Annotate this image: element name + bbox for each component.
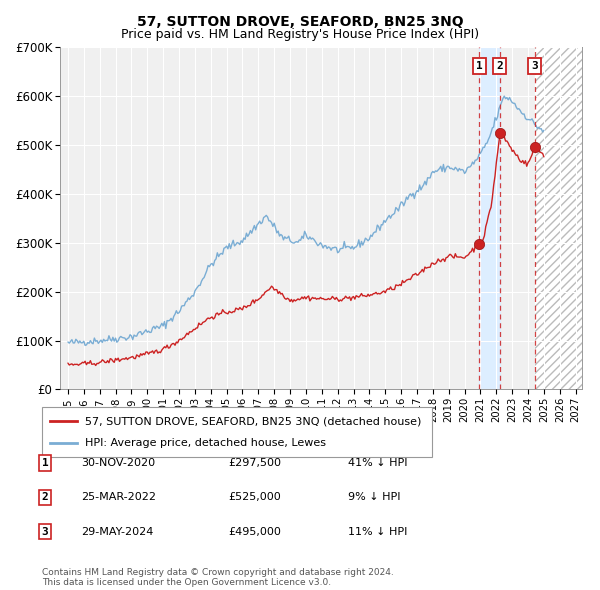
Text: 25-MAR-2022: 25-MAR-2022 [81, 493, 156, 502]
Text: 11% ↓ HPI: 11% ↓ HPI [348, 527, 407, 536]
Text: 41% ↓ HPI: 41% ↓ HPI [348, 458, 407, 468]
Text: 29-MAY-2024: 29-MAY-2024 [81, 527, 154, 536]
Point [495, 128, 505, 137]
Bar [535, 47, 598, 389]
Text: 57, SUTTON DROVE, SEAFORD, BN25 3NQ (detached house): 57, SUTTON DROVE, SEAFORD, BN25 3NQ (det… [85, 416, 421, 426]
Text: This data is licensed under the Open Government Licence v3.0.: This data is licensed under the Open Gov… [42, 578, 331, 587]
Text: 1: 1 [476, 61, 482, 71]
Text: 2: 2 [41, 493, 49, 502]
Text: HPI: Average price, detached house, Lewes: HPI: Average price, detached house, Lewe… [85, 438, 326, 448]
Text: £525,000: £525,000 [228, 493, 281, 502]
Text: Price paid vs. HM Land Registry's House Price Index (HPI): Price paid vs. HM Land Registry's House … [121, 28, 479, 41]
Text: 9% ↓ HPI: 9% ↓ HPI [348, 493, 401, 502]
Bar [535, 47, 598, 389]
Text: 57, SUTTON DROVE, SEAFORD, BN25 3NQ: 57, SUTTON DROVE, SEAFORD, BN25 3NQ [137, 15, 463, 29]
Bar [479, 47, 500, 389]
Text: 1: 1 [41, 458, 49, 468]
Text: 3: 3 [41, 527, 49, 536]
Text: 3: 3 [531, 61, 538, 71]
Text: £297,500: £297,500 [228, 458, 281, 468]
Text: 30-NOV-2020: 30-NOV-2020 [81, 458, 155, 468]
Text: £495,000: £495,000 [228, 527, 281, 536]
Text: Contains HM Land Registry data © Crown copyright and database right 2024.: Contains HM Land Registry data © Crown c… [42, 568, 394, 577]
FancyBboxPatch shape [42, 407, 432, 457]
Text: 2: 2 [497, 61, 503, 71]
Point [530, 143, 539, 152]
Point [475, 240, 484, 249]
